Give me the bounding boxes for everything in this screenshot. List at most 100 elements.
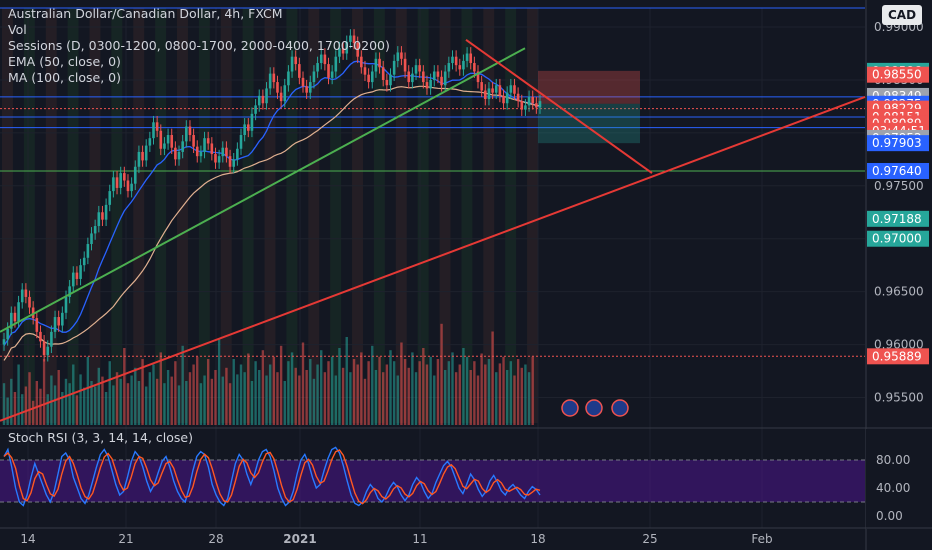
volume-bar	[86, 356, 90, 425]
volume-bar	[330, 356, 334, 425]
volume-bar	[75, 395, 79, 425]
volume-bar	[433, 375, 436, 425]
candle-body	[436, 71, 440, 77]
candle-body	[97, 212, 101, 227]
volume-bar	[327, 361, 330, 425]
time-tick-label: 18	[530, 532, 545, 546]
candle-body	[20, 289, 24, 303]
time-tick-label: 14	[20, 532, 35, 546]
candle-body	[491, 88, 494, 93]
currency-badge[interactable]: CAD	[882, 5, 922, 25]
volume-bar	[505, 370, 509, 425]
indicator-ema[interactable]: EMA (50, close, 0)	[8, 54, 121, 69]
candle-body	[115, 177, 119, 188]
volume-bar	[61, 392, 64, 425]
volume-bar	[239, 364, 243, 425]
candle-body	[61, 312, 64, 326]
volume-bar	[287, 361, 290, 425]
candle-body	[345, 41, 349, 54]
volume-bar	[261, 350, 265, 425]
volume-bar	[469, 370, 472, 425]
volume-bar	[247, 353, 250, 425]
volume-bar	[389, 350, 392, 425]
candle-body	[487, 88, 491, 100]
volume-bar	[283, 381, 286, 425]
session-band	[23, 8, 35, 423]
price-label-box	[867, 348, 929, 365]
volume-bar	[418, 361, 421, 425]
session-band	[89, 8, 101, 423]
volume-bar	[243, 372, 246, 425]
volume-bar	[228, 383, 232, 425]
candle-body	[516, 93, 520, 102]
stoch-rsi-label[interactable]: Stoch RSI (3, 3, 14, 14, close)	[8, 430, 193, 445]
candle-body	[316, 63, 319, 72]
volume-bar	[192, 364, 195, 425]
session-band	[2, 8, 13, 423]
volume-bar	[396, 375, 399, 425]
volume-bar	[250, 381, 254, 425]
volume-bar	[513, 375, 516, 425]
event-icon	[561, 399, 579, 417]
volume-bar	[338, 348, 341, 425]
volume-bar	[101, 376, 104, 425]
indicator-sessions[interactable]: Sessions (D, 0300-1200, 0800-1700, 2000-…	[8, 38, 390, 53]
volume-bar	[400, 342, 403, 425]
session-band	[308, 8, 320, 423]
candle-body	[531, 96, 535, 104]
session-band	[242, 8, 254, 423]
volume-bar	[356, 364, 359, 425]
candle-body	[119, 173, 122, 188]
volume-bar	[258, 370, 261, 425]
candle-body	[451, 56, 454, 64]
trendline-red	[0, 95, 866, 422]
session-band	[330, 8, 342, 423]
candle-body	[323, 54, 327, 65]
candle-body	[389, 74, 392, 86]
candle-body	[538, 101, 542, 108]
volume-bar	[298, 375, 301, 425]
price-label: 0.97903	[872, 136, 922, 150]
price-tick-label: 0.95500	[874, 390, 924, 404]
candle-body	[177, 151, 181, 160]
candle-body	[214, 154, 217, 163]
volume-bar	[141, 359, 144, 425]
volume-bar	[429, 356, 432, 425]
volume-bar	[13, 392, 17, 425]
volume-bar	[484, 364, 487, 425]
candle-body	[407, 71, 411, 83]
volume-bar	[403, 359, 407, 425]
session-band	[395, 8, 407, 423]
candle-body	[454, 56, 458, 66]
volume-bar	[254, 361, 257, 425]
volume-bar	[371, 345, 374, 425]
candle-body	[144, 145, 148, 161]
time-tick-label: 25	[642, 532, 657, 546]
volume-bar	[276, 372, 279, 425]
indicator-ma[interactable]: MA (100, close, 0)	[8, 70, 121, 85]
volume-bar	[422, 348, 425, 425]
candle-body	[123, 173, 126, 181]
candle-body	[46, 346, 50, 356]
candle-body	[9, 312, 13, 329]
volume-bar	[509, 361, 513, 425]
candle-body	[261, 95, 265, 104]
volume-bar	[152, 364, 155, 425]
candle-body	[239, 135, 243, 149]
volume-bar	[363, 378, 367, 425]
volume-bar	[265, 375, 268, 425]
candle-body	[35, 318, 39, 332]
price-label: 0.95889	[872, 349, 922, 363]
candle-body	[13, 312, 17, 322]
indicator-volume[interactable]: Vol	[8, 22, 27, 37]
candle-body	[381, 67, 385, 80]
candle-body	[527, 96, 531, 106]
volume-bar	[531, 356, 534, 425]
volume-bar	[17, 364, 20, 425]
candle-body	[148, 138, 152, 146]
volume-bar	[516, 359, 520, 425]
volume-bar	[35, 381, 39, 425]
stoch-axis	[866, 429, 932, 529]
time-tick-label: Feb	[751, 532, 772, 546]
